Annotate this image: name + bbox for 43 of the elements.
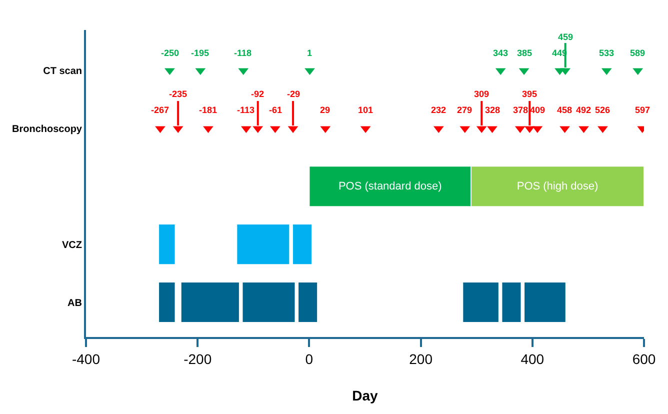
data-label: 309 <box>474 89 490 99</box>
y-tick-label: Bronchoscopy <box>12 124 82 135</box>
data-label: 589 <box>630 48 646 58</box>
data-label: -113 <box>237 105 255 115</box>
data-label: 526 <box>595 105 610 115</box>
data-label: 378 <box>513 105 528 115</box>
data-label: 409 <box>530 105 546 115</box>
data-label: -267 <box>151 105 170 115</box>
data-label: 458 <box>557 105 572 115</box>
y-tick-label: AB <box>68 298 82 309</box>
x-axis-title: Day <box>352 388 378 404</box>
data-label: 101 <box>358 105 374 115</box>
data-label: POS (standard dose) <box>338 180 442 192</box>
data-label: 533 <box>599 48 614 58</box>
x-tick-label: 600 <box>632 350 656 367</box>
x-tick-label: -400 <box>72 350 100 367</box>
data-label: 492 <box>576 105 592 115</box>
data-label: -92 <box>251 89 264 99</box>
data-label: 29 <box>320 105 330 115</box>
x-tick-label: 400 <box>520 350 544 367</box>
data-label: 232 <box>431 105 446 115</box>
data-label: -118 <box>234 48 252 58</box>
data-label: 385 <box>517 48 532 58</box>
data-label: 279 <box>457 105 472 115</box>
x-tick-label: 200 <box>409 350 433 367</box>
data-label: -181 <box>199 105 218 115</box>
y-tick-label: CT scan <box>43 66 82 78</box>
bar <box>524 281 566 324</box>
data-label: -29 <box>287 89 300 99</box>
data-label: 395 <box>522 89 538 99</box>
data-label: 597 <box>635 105 650 115</box>
data-label: -195 <box>191 48 210 58</box>
data-label: POS (high dose) <box>516 180 598 192</box>
y-tick-label: VCZ <box>62 240 82 251</box>
x-tick-label: 0 <box>305 350 314 367</box>
data-label: -61 <box>269 105 282 115</box>
data-label: -235 <box>169 89 188 99</box>
data-label: 459 <box>558 32 574 42</box>
data-label: 343 <box>493 48 508 58</box>
x-tick-label: -200 <box>184 350 212 367</box>
data-label: 1 <box>307 48 312 58</box>
data-label: 328 <box>485 105 500 115</box>
data-label: -250 <box>161 48 180 58</box>
